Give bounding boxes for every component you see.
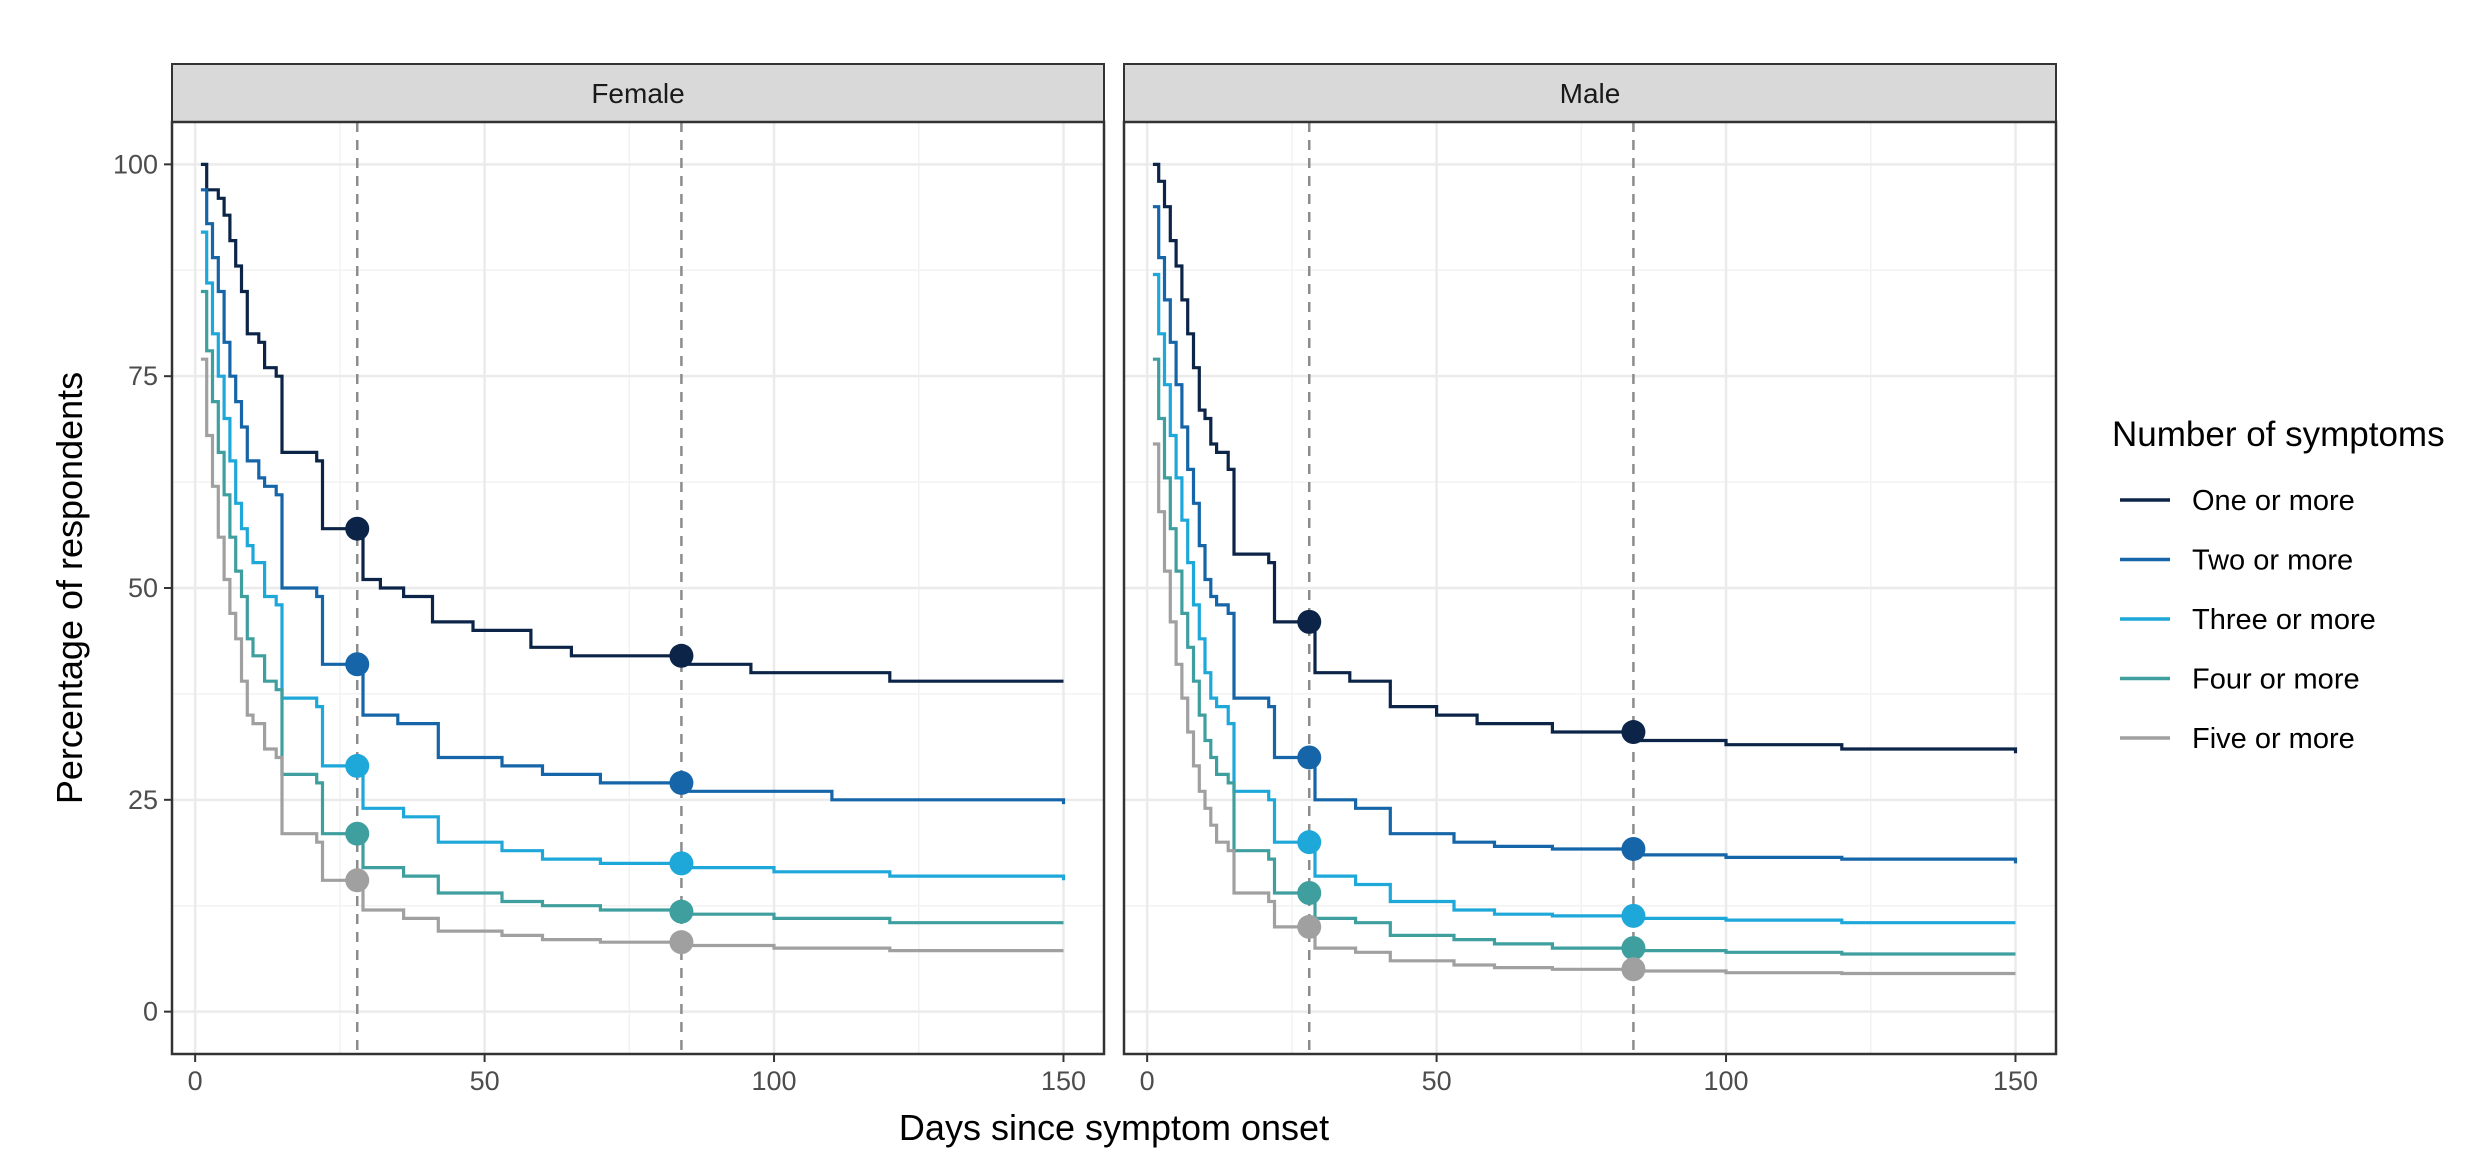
marker-five-or-more-day-84: [1621, 957, 1646, 982]
marker-one-or-more-day-28: [345, 516, 370, 541]
legend-label: Two or more: [2192, 545, 2353, 577]
y-tick-label: 75: [128, 361, 158, 391]
marker-four-or-more-day-84: [1621, 936, 1646, 961]
marker-two-or-more-day-84: [1621, 836, 1646, 861]
facet-panel-female: Female 0 50 100 150 0 25 50 75 100: [113, 63, 1106, 1096]
marker-four-or-more-day-84: [669, 899, 694, 924]
marker-two-or-more-day-84: [669, 770, 694, 795]
y-tick-label: 0: [143, 997, 158, 1027]
facet-strip: [171, 63, 1105, 123]
series-line-four-or-more: [1152, 357, 2016, 956]
facet-strip-label: Female: [591, 78, 684, 109]
series-line-four-or-more: [200, 289, 1064, 925]
marker-one-or-more-day-28: [1297, 609, 1322, 634]
marker-three-or-more-day-84: [1621, 903, 1646, 928]
x-tick-label: 50: [470, 1066, 500, 1096]
marker-two-or-more-day-28: [345, 652, 370, 677]
x-tick-label: 150: [1041, 1066, 1086, 1096]
x-tick-label: 150: [1993, 1066, 2038, 1096]
series-line-five-or-more: [1152, 442, 2016, 976]
series-line-two-or-more: [1152, 205, 2018, 864]
y-axis-title: Percentage of respondents: [49, 372, 90, 804]
x-tick-label: 100: [752, 1066, 797, 1096]
series-line-one-or-more: [1152, 162, 2018, 754]
marker-four-or-more-day-28: [345, 821, 370, 846]
y-tick-label: 25: [128, 785, 158, 815]
legend-title: Number of symptoms: [2112, 415, 2445, 454]
series-line-three-or-more: [200, 230, 1066, 881]
marker-two-or-more-day-28: [1297, 745, 1322, 770]
marker-one-or-more-day-84: [1621, 720, 1646, 745]
x-tick-label: 50: [1422, 1066, 1452, 1096]
legend-label: Three or more: [2192, 604, 2376, 636]
legend-label: One or more: [2192, 485, 2355, 517]
facet-panel-male: Male 0 50 100 150: [1122, 63, 2058, 1096]
marker-three-or-more-day-28: [345, 753, 370, 778]
marker-three-or-more-day-84: [669, 851, 694, 876]
x-tick-label: 0: [188, 1066, 203, 1096]
x-axis-title: Days since symptom onset: [899, 1107, 1329, 1148]
legend-label: Four or more: [2192, 664, 2360, 696]
y-tick-label: 100: [113, 149, 158, 179]
series-line-three-or-more: [1152, 272, 2016, 925]
marker-five-or-more-day-28: [1297, 914, 1322, 939]
facet-strip: [1123, 63, 2057, 123]
legend-label: Five or more: [2192, 723, 2355, 755]
marker-five-or-more-day-84: [669, 930, 694, 955]
x-tick-label: 100: [1704, 1066, 1749, 1096]
series-line-one-or-more: [200, 162, 1064, 683]
panel-border: [1122, 120, 2058, 1056]
facet-strip-label: Male: [1560, 78, 1621, 109]
x-tick-label: 0: [1140, 1066, 1155, 1096]
legend: Number of symptoms One or more Two or more…: [2112, 415, 2445, 755]
series-line-five-or-more: [200, 357, 1064, 953]
marker-five-or-more-day-28: [345, 868, 370, 893]
y-tick-label: 50: [128, 573, 158, 603]
marker-four-or-more-day-28: [1297, 881, 1322, 906]
marker-three-or-more-day-28: [1297, 830, 1322, 855]
marker-one-or-more-day-84: [669, 643, 694, 668]
series-line-two-or-more: [200, 188, 1066, 805]
